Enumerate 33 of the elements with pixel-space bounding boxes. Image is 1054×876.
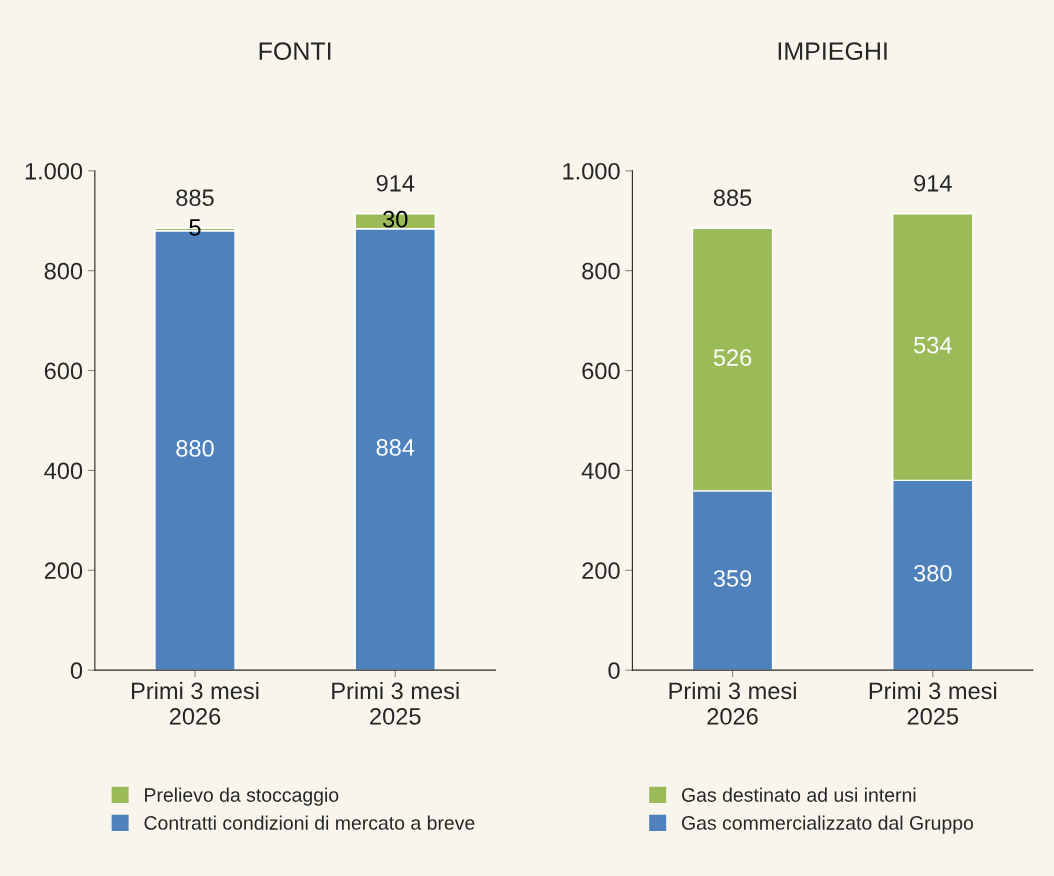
data-label: 884 [376, 439, 415, 456]
y-tick-label: 400 [44, 462, 83, 480]
y-tick-label: 1.000 [563, 162, 620, 180]
y-tick-label: 1.000 [25, 162, 83, 180]
total-label: 914 [376, 174, 415, 192]
x-tick-label: Primi 3 mesi 2025 [869, 681, 997, 725]
data-label: 880 [176, 440, 214, 457]
y-tick-label: 600 [44, 362, 83, 380]
legend-label: Gas destinato ad usi interni [681, 787, 916, 802]
chart-title: IMPIEGHI [778, 42, 887, 60]
legend-label: Gas commercializzato dal Gruppo [681, 815, 974, 834]
data-label: 380 [914, 564, 952, 582]
total-label: 914 [914, 174, 952, 192]
y-tick-label: 600 [582, 362, 620, 380]
y-tick-label: 200 [44, 562, 83, 580]
total-label: 885 [176, 189, 214, 207]
data-label: 30 [383, 210, 408, 228]
y-tick-label: 800 [582, 262, 620, 280]
y-tick-label: 800 [44, 262, 83, 280]
y-tick-label: 0 [70, 662, 83, 679]
legend-label: Contratti condizioni di mercato a breve [144, 815, 475, 830]
data-label: 359 [713, 570, 752, 587]
x-tick-label: Primi 3 mesi 2026 [131, 681, 259, 725]
y-tick-label: 400 [581, 462, 620, 480]
y-tick-label: 0 [608, 662, 620, 679]
total-label: 885 [713, 189, 752, 207]
x-tick-label: Primi 3 mesi 2026 [669, 681, 796, 725]
data-label: 526 [713, 349, 752, 366]
chart-title: FONTI [259, 42, 331, 60]
legend-label: Prelievo da stoccaggio [145, 787, 339, 806]
data-label: 534 [914, 336, 952, 354]
y-tick-label: 200 [582, 562, 620, 580]
x-tick-label: Primi 3 mesi 2025 [332, 681, 459, 725]
